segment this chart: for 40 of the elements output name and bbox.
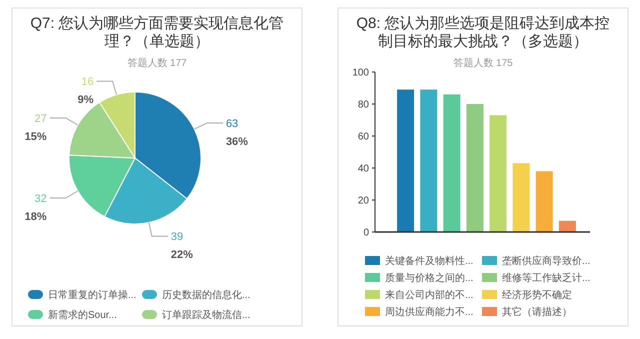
y-tick-label: 80 — [358, 100, 370, 110]
bar — [536, 171, 553, 232]
bar — [397, 90, 414, 232]
legend-label: 历史数据的信息化... — [162, 289, 250, 301]
text: 22% — [170, 249, 194, 262]
legend-label: 日常重复的订单操... — [48, 289, 136, 301]
legend-label: 订单跟踪及物流信... — [162, 309, 250, 321]
legend-label: 来自公司内部的不... — [385, 289, 474, 301]
bar — [443, 94, 460, 232]
y-tick-label: 40 — [358, 164, 370, 174]
legend-label: 经济形势不确定 — [502, 289, 572, 301]
legend-label: 关键备件及物料性... — [385, 255, 474, 267]
y-tick-label: 20 — [358, 196, 370, 206]
legend-label: 其它（请描述） — [502, 306, 572, 318]
legend-label: 维修等工作缺乏计... — [502, 272, 590, 284]
text: 15% — [24, 131, 47, 143]
bar — [420, 90, 438, 232]
chart-title: Q7: 您认为哪些方面需要实现信息化管理？（单选题） — [30, 15, 284, 50]
y-tick-label: 60 — [358, 132, 370, 142]
bar — [558, 220, 576, 232]
chart-subtitle: 答题人数 175 — [453, 57, 514, 69]
bar — [512, 163, 530, 232]
data-label: 16 — [81, 76, 94, 88]
text: 9% — [78, 94, 94, 106]
text: 36% — [226, 136, 248, 148]
bar — [466, 104, 484, 232]
chart-title: Q8: 您认为那些选项是阻碍达到成本控制目标的最大挑战？（多选题） — [356, 15, 610, 50]
data-label: 39 — [170, 231, 184, 244]
bar — [490, 115, 507, 232]
y-tick-label: 0 — [363, 228, 370, 238]
y-tick-label: 100 — [352, 68, 370, 78]
data-label: 63 — [226, 118, 238, 130]
chart-subtitle: 答题人数 177 — [127, 57, 188, 69]
legend-label: 周边供应商能力不... — [385, 306, 474, 318]
legend-label: 垄断供应商导致价... — [502, 255, 590, 267]
text: 18% — [24, 211, 47, 223]
legend-label: 质量与价格之间的... — [385, 272, 474, 284]
legend-label: 新需求的Sour... — [48, 309, 117, 321]
data-label: 27 — [34, 113, 47, 125]
data-label: 32 — [34, 193, 47, 205]
